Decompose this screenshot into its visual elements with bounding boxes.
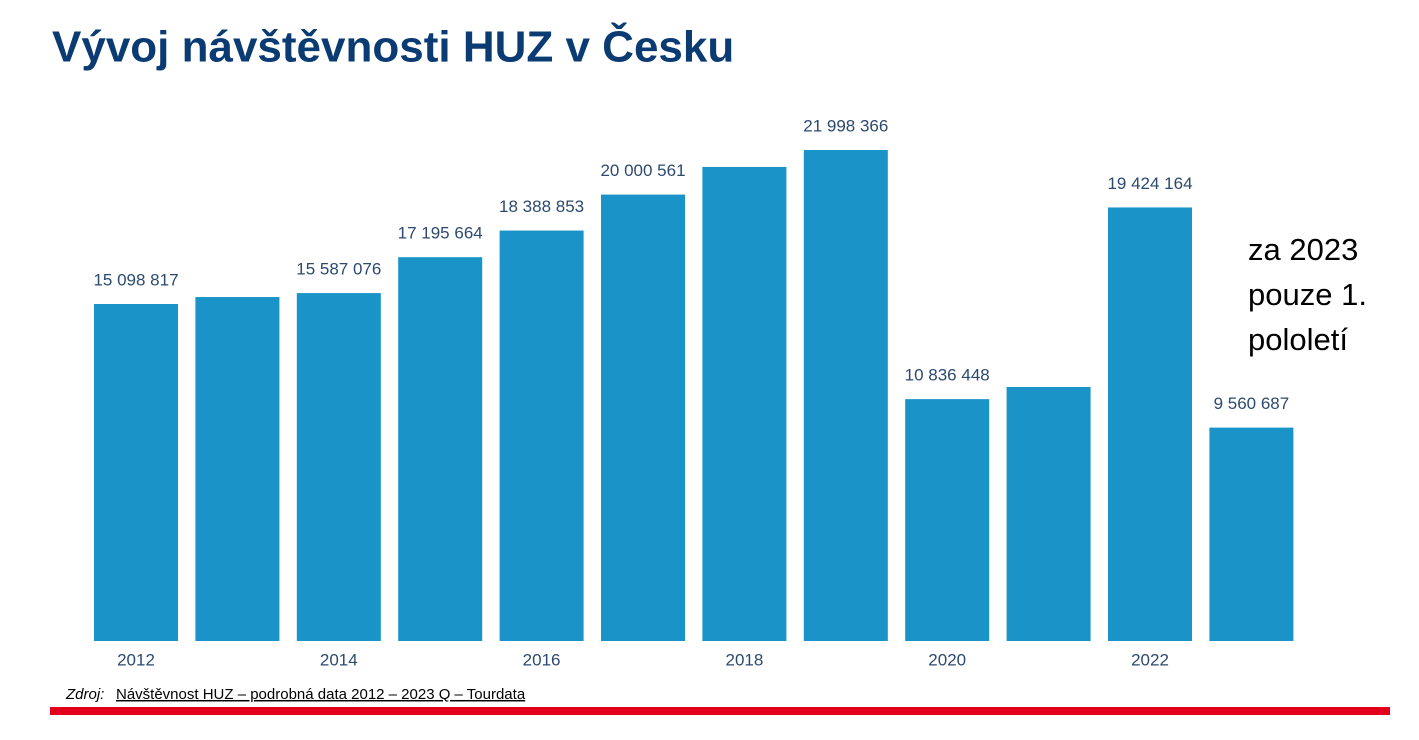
value-label: 21 998 366 bbox=[803, 116, 888, 135]
bar bbox=[296, 293, 381, 641]
x-tick-label: 2018 bbox=[725, 650, 763, 669]
value-label: 15 098 817 bbox=[93, 270, 178, 289]
annotation: pouze 1. bbox=[1248, 277, 1367, 312]
value-label: 20 000 561 bbox=[600, 161, 685, 180]
x-tick-label: 2012 bbox=[117, 650, 155, 669]
bar bbox=[398, 257, 483, 641]
annotation: pololetí bbox=[1248, 322, 1348, 357]
bar bbox=[803, 150, 888, 641]
x-tick-label: 2022 bbox=[1131, 650, 1169, 669]
bar bbox=[195, 297, 280, 641]
value-label: 18 388 853 bbox=[499, 197, 584, 216]
bar bbox=[1006, 387, 1091, 641]
bar bbox=[702, 166, 787, 641]
annotation: za 2023 bbox=[1248, 232, 1358, 267]
x-tick-label: 2020 bbox=[928, 650, 966, 669]
x-tick-label: 2014 bbox=[320, 650, 358, 669]
bar bbox=[499, 230, 584, 641]
bar bbox=[1108, 207, 1192, 641]
value-label: 17 195 664 bbox=[398, 224, 483, 243]
source-text: Návštěvnost HUZ – podrobná data 2012 – 2… bbox=[116, 686, 526, 703]
footer-rule bbox=[50, 707, 1390, 715]
value-label: 10 836 448 bbox=[905, 366, 990, 385]
bar bbox=[905, 399, 990, 641]
x-tick-label: 2016 bbox=[523, 650, 561, 669]
bar bbox=[94, 303, 178, 641]
bar bbox=[1209, 427, 1294, 641]
value-label: 19 424 164 bbox=[1107, 174, 1192, 193]
source-prefix: Zdroj: bbox=[65, 686, 104, 703]
bar bbox=[601, 194, 685, 641]
value-label: 15 587 076 bbox=[296, 260, 381, 279]
value-label: 9 560 687 bbox=[1214, 394, 1290, 413]
chart-title: Vývoj návštěvnosti HUZ v Česku bbox=[52, 21, 734, 72]
